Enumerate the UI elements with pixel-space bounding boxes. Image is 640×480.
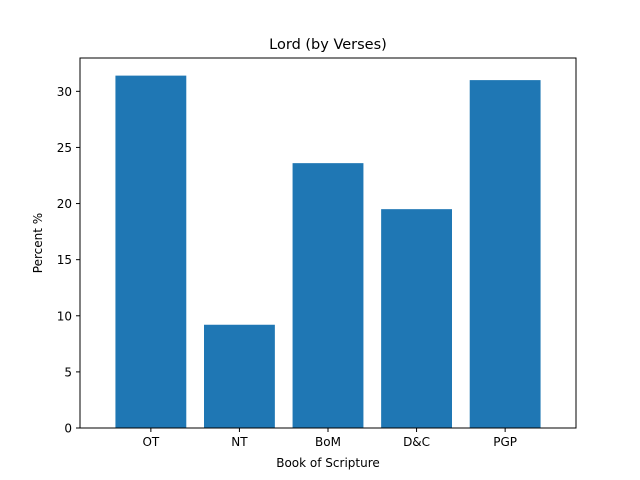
x-tick-label: NT [231, 435, 248, 449]
bar-pgp [469, 80, 541, 429]
bar-nt [204, 324, 275, 428]
y-axis-label: Percent % [31, 213, 45, 273]
y-tick-label: 5 [64, 365, 72, 379]
y-tick-label: 25 [57, 141, 72, 155]
y-axis-ticks: 0 5 10 15 20 25 30 [57, 85, 80, 436]
x-tick-label: PGP [493, 435, 517, 449]
bar-dc [381, 209, 452, 428]
bar-ot [115, 75, 187, 429]
bar-bom [292, 163, 364, 428]
y-tick-label: 15 [57, 253, 72, 267]
x-tick-label: BoM [315, 435, 341, 449]
y-tick-label: 10 [57, 309, 72, 323]
x-axis-label: Book of Scripture [276, 456, 380, 470]
x-tick-label: OT [142, 435, 159, 449]
y-tick-label: 20 [57, 197, 72, 211]
chart-title: Lord (by Verses) [269, 37, 387, 53]
x-axis-ticks: OT NT BoM D&C PGP [142, 428, 517, 449]
x-tick-label: D&C [403, 435, 430, 449]
bars-group [115, 75, 541, 429]
y-tick-label: 30 [57, 85, 72, 99]
y-tick-label: 0 [64, 422, 72, 436]
plot-frame [79, 57, 577, 429]
